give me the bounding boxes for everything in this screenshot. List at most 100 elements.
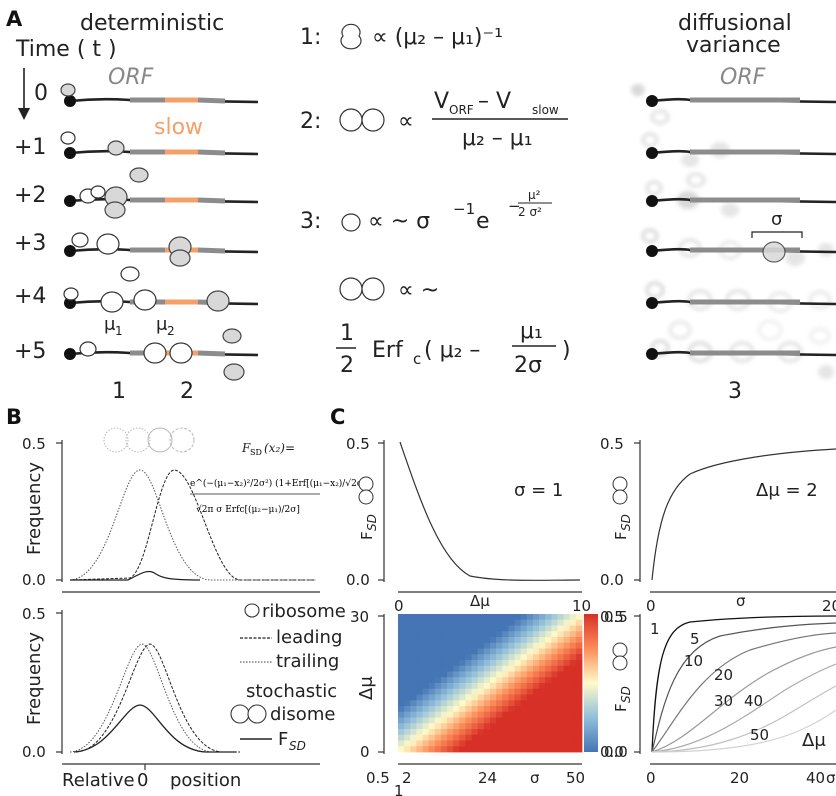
heatmap-cell [545, 723, 552, 730]
colorbar-bottom: 0.0 [604, 743, 628, 761]
heatmap-cell [526, 637, 534, 644]
heatmap-cell [569, 631, 577, 638]
heatmap-cell [514, 746, 522, 753]
heatmap-cell [526, 625, 534, 632]
heatmap-cell [490, 625, 497, 632]
heatmap-cell [477, 654, 485, 661]
heatmap-cell [440, 683, 448, 690]
heatmap-cell [551, 729, 558, 736]
heatmap-cell [398, 677, 405, 684]
heatmap-cell [545, 706, 552, 713]
heatmap-cell [520, 706, 528, 713]
heatmap-cell [410, 683, 417, 690]
c-br-ytick-00: 0.0 [600, 743, 624, 761]
heatmap-cell [471, 637, 479, 644]
heatmap-cell [483, 729, 491, 736]
heatmap-cell [508, 734, 515, 741]
heatmap-cell [453, 648, 460, 655]
heatmap-cell [428, 683, 436, 690]
heatmap-cell [453, 706, 460, 713]
heatmap-cell [569, 671, 577, 678]
heatmap-cell [563, 614, 571, 621]
heatmap-cell [557, 619, 564, 626]
heatmap-cell [398, 625, 405, 632]
eq5-frac-num: μ₁ [520, 319, 543, 344]
heatmap-cell [569, 665, 577, 672]
heatmap-cell [508, 688, 515, 695]
c-tl-ytick-00: 0.0 [346, 571, 370, 589]
heatmap-cell [453, 694, 460, 701]
heatmap-cell [539, 637, 546, 644]
c-br-curve-50 [651, 709, 836, 753]
heatmap-cell [569, 723, 577, 730]
panel-b-legend: ribosome leading trailing stochastic dis… [230, 601, 346, 753]
heatmap-cell [502, 619, 509, 626]
heatmap-cell [447, 677, 454, 684]
heatmap-cell [502, 665, 509, 672]
legend-fsd-sub: SD [289, 739, 306, 753]
heatmap-cell [416, 677, 423, 684]
heatmap-cell [514, 614, 522, 621]
heatmap-cell [526, 688, 534, 695]
b-bot-ylabel: Frequency [24, 632, 45, 725]
heatmap-cell [477, 706, 485, 713]
heatmap-cell [404, 740, 411, 747]
colorbar-top: 0.5 [604, 608, 628, 626]
heatmap-cell [557, 648, 564, 655]
heatmap-cell [575, 614, 583, 621]
heatmap-cell [440, 717, 448, 724]
heatmap-cell [563, 717, 571, 724]
heatmap-cell [465, 683, 472, 690]
heatmap-cell [440, 706, 448, 713]
mrna-t1 [60, 131, 259, 183]
heatmap-cell [575, 729, 583, 736]
heatmap-cell [520, 625, 528, 632]
heatmap-cell [569, 740, 577, 747]
heatmap-cell [545, 642, 552, 649]
heatmap-cell [453, 654, 460, 661]
heatmap-cell [557, 654, 564, 661]
c-br-xtick-40: 40 [806, 769, 825, 787]
heatmap-cell [428, 637, 436, 644]
heatmap-cell [428, 677, 436, 684]
time-step-3: +3 [14, 231, 46, 256]
heatmap-cell [465, 711, 472, 718]
heatmap-cell [575, 706, 583, 713]
legend-disome: disome [270, 704, 335, 725]
heatmap-cell [514, 631, 522, 638]
heatmap-cell [398, 711, 405, 718]
heatmap-cell [569, 683, 577, 690]
heatmap-cell [539, 614, 546, 621]
legend-ribosome-icon [244, 603, 260, 618]
heatmap-cell [416, 740, 423, 747]
heatmap-cell [428, 665, 436, 672]
eq5-half-den: 2 [340, 353, 354, 378]
heatmap-cell [520, 665, 528, 672]
heatmap-cell [490, 665, 497, 672]
heatmap-cell [477, 694, 485, 701]
heatmap-cell [422, 706, 430, 713]
heatmap-cell [532, 619, 540, 626]
heatmap-cell [557, 723, 564, 730]
heatmap-cell [575, 625, 583, 632]
heatmap-cell [545, 671, 552, 678]
heatmap-cell [508, 677, 515, 684]
heatmap-cell [514, 642, 522, 649]
heatmap-cell [440, 740, 448, 747]
eq3-exp-den: 2 σ² [518, 205, 542, 219]
legend-disome-icon [230, 704, 267, 724]
heatmap-cell [551, 642, 558, 649]
heatmap-cell [569, 717, 577, 724]
c-tr-annot: Δμ = 2 [756, 480, 818, 501]
heatmap-cell [404, 625, 411, 632]
heatmap-cell [471, 677, 479, 684]
heatmap-cell [563, 671, 571, 678]
heatmap-cell [551, 648, 558, 655]
heatmap-cell [398, 648, 405, 655]
heatmap-cell [545, 694, 552, 701]
heatmap-cell [526, 746, 534, 753]
heatmap-cell [422, 648, 430, 655]
heatmap-cell [465, 625, 472, 632]
c-bl-xtick-50: 50 [566, 769, 585, 787]
heatmap-cell [434, 654, 442, 661]
